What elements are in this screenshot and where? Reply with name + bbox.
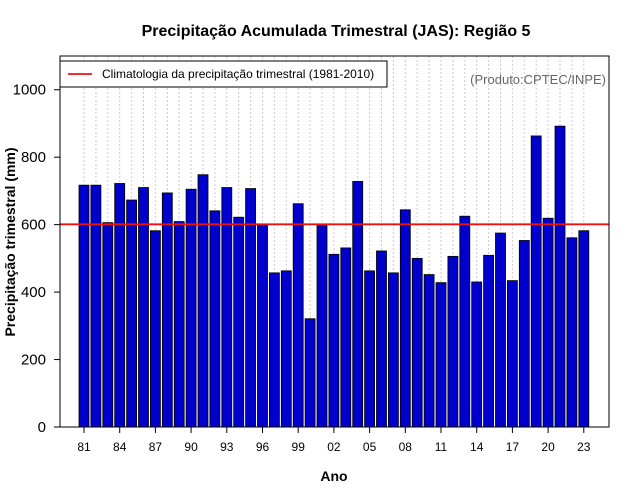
y-axis-label: Precipitação trimestral (mm) — [2, 147, 18, 336]
bar-96 — [257, 223, 268, 428]
bar-81 — [78, 184, 90, 428]
bar-91 — [197, 174, 209, 428]
bar-94 — [233, 216, 245, 428]
y-tick-label: 600 — [21, 217, 46, 234]
bar-03 — [340, 247, 352, 428]
bar-16 — [495, 232, 506, 428]
y-tick-label: 200 — [21, 352, 46, 369]
bar-88 — [161, 192, 173, 428]
bar-12 — [447, 255, 459, 428]
bar-82 — [90, 184, 102, 428]
bar-11 — [435, 282, 447, 428]
bar-04 — [352, 181, 364, 428]
bar-89 — [173, 221, 185, 428]
bar-13 — [459, 215, 471, 428]
bar-92 — [209, 210, 221, 428]
x-tick-label: 05 — [363, 440, 377, 454]
bar-98 — [280, 270, 292, 428]
bar-87 — [149, 230, 161, 428]
x-tick-label: 23 — [577, 440, 591, 454]
bars — [78, 125, 590, 428]
legend: Climatologia da precipitação trimestral … — [59, 60, 388, 88]
y-tick-label: 400 — [21, 284, 46, 301]
bar-85 — [126, 199, 137, 428]
bar-05 — [364, 270, 376, 428]
bar-09 — [411, 257, 423, 428]
x-tick-label: 84 — [113, 440, 127, 454]
x-tick-label: 90 — [184, 440, 198, 454]
x-tick-label: 93 — [220, 440, 234, 454]
x-tick-label: 08 — [399, 440, 413, 454]
bar-97 — [268, 272, 280, 428]
x-axis: 81 84 87 90 93 96 99 02 05 08 11 14 17 20 23 — [77, 426, 591, 454]
x-tick-label: 20 — [541, 440, 555, 454]
bar-19 — [530, 135, 542, 428]
legend-label: Climatologia da precipitação trimestral … — [102, 67, 374, 81]
x-tick-label: 11 — [435, 440, 448, 454]
bar-10 — [423, 274, 435, 428]
x-tick-label: 87 — [149, 440, 163, 454]
credit-label: (Produto:CPTEC/INPE) — [470, 72, 606, 87]
bar-20 — [542, 217, 554, 428]
bar-99 — [292, 203, 304, 428]
x-tick-label: 96 — [256, 440, 270, 454]
bar-21 — [554, 125, 566, 428]
legend-box — [59, 60, 388, 88]
y-tick-label: 1000 — [13, 82, 46, 99]
bar-18 — [518, 240, 530, 428]
x-tick-label: 02 — [327, 440, 341, 454]
x-tick-label: 17 — [506, 440, 520, 454]
bar-15 — [483, 254, 495, 428]
bar-00 — [304, 318, 316, 428]
bar-06 — [376, 250, 387, 428]
bar-84 — [114, 183, 126, 428]
x-tick-label: 99 — [292, 440, 306, 454]
x-tick-label: 14 — [470, 440, 484, 454]
x-axis-label: Ano — [320, 468, 347, 484]
y-axis: 0 200 400 600 800 1000 — [13, 82, 61, 436]
bar-23 — [578, 230, 590, 428]
bar-01 — [316, 225, 328, 428]
y-tick-label: 0 — [38, 419, 46, 436]
bar-83 — [102, 222, 114, 428]
bar-07 — [387, 272, 399, 428]
bar-17 — [506, 280, 518, 428]
bar-08 — [399, 209, 411, 428]
y-tick-label: 800 — [21, 149, 46, 166]
bar-22 — [566, 237, 578, 428]
x-tick-label: 81 — [77, 440, 91, 454]
chart-title: Precipitação Acumulada Trimestral (JAS):… — [142, 23, 531, 40]
bar-02 — [328, 253, 340, 428]
bar-14 — [471, 281, 483, 428]
